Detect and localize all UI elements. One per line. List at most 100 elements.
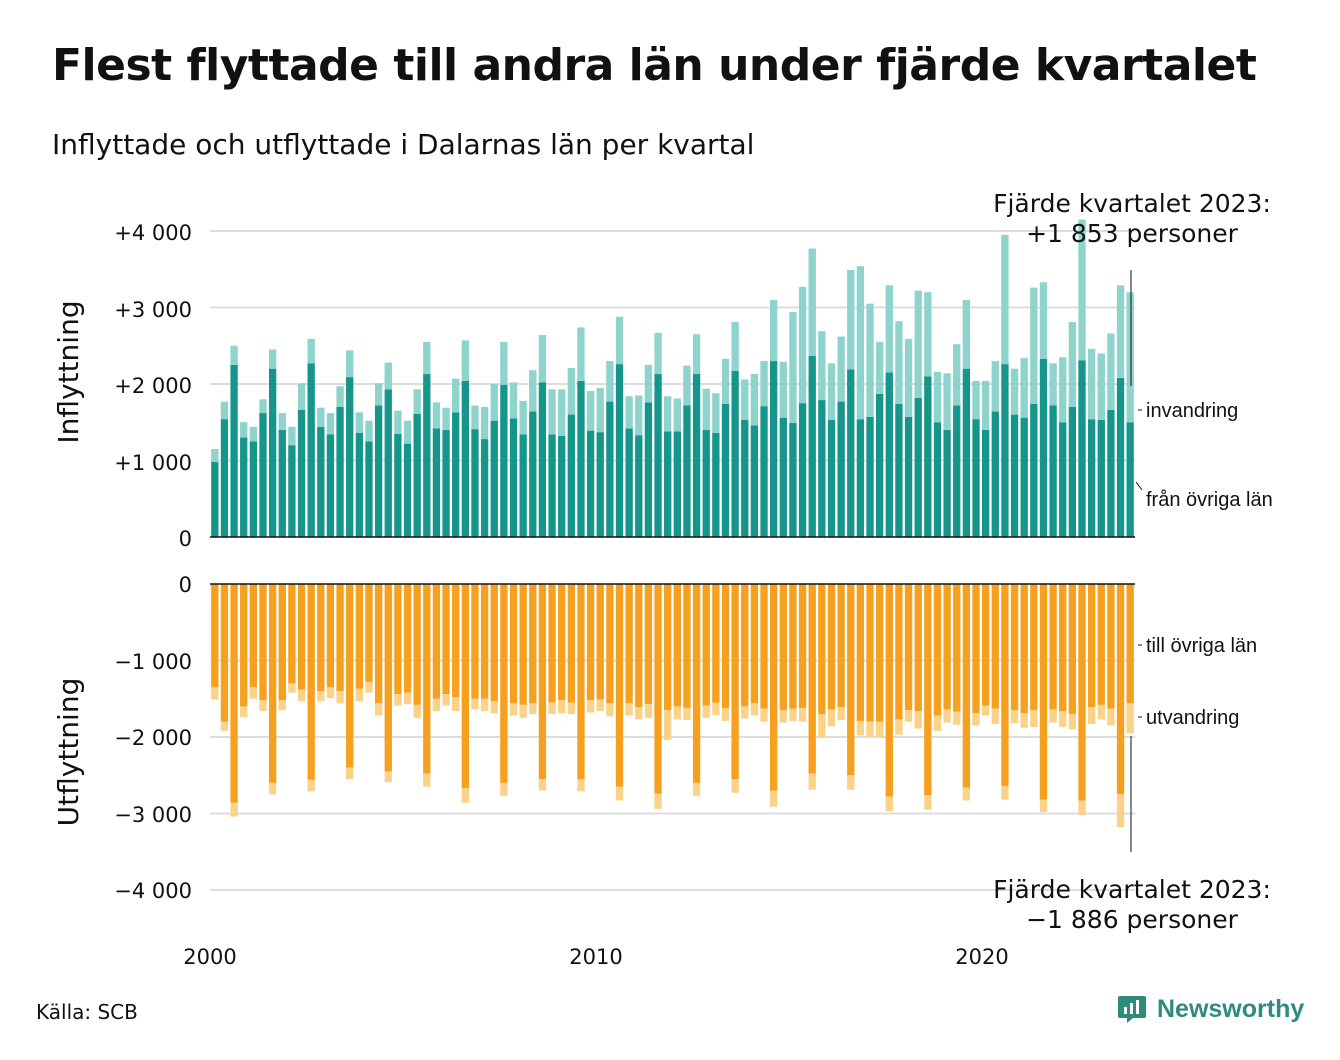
bar-till-ovriga-lan — [1039, 584, 1048, 800]
bar-till-ovriga-lan — [692, 584, 701, 783]
bar-fran-ovriga-lan — [480, 439, 489, 537]
bar-utvandring — [249, 687, 258, 699]
bar-fran-ovriga-lan — [924, 376, 932, 537]
bar-till-ovriga-lan — [480, 584, 489, 699]
bar-till-ovriga-lan — [461, 584, 469, 789]
bar-till-ovriga-lan — [326, 584, 335, 688]
bar-utvandring — [673, 706, 681, 720]
bar-utvandring — [702, 705, 710, 718]
bar-utvandring — [904, 710, 913, 722]
bar-invandring — [683, 365, 691, 406]
bar-utvandring — [895, 719, 903, 735]
bar-till-ovriga-lan — [673, 584, 681, 707]
bar-till-ovriga-lan — [211, 584, 219, 688]
bar-invandring — [259, 399, 267, 414]
bar-invandring — [798, 286, 807, 404]
bar-fran-ovriga-lan — [962, 368, 971, 537]
bar-fran-ovriga-lan — [953, 405, 961, 537]
bar-till-ovriga-lan — [876, 584, 884, 722]
bar-invandring — [307, 338, 315, 364]
bar-invandring — [664, 396, 672, 432]
bar-invandring — [1010, 368, 1019, 415]
bar-invandring — [731, 322, 739, 371]
bar-fran-ovriga-lan — [394, 433, 402, 537]
bar-utvandring — [268, 782, 277, 795]
bar-fran-ovriga-lan — [558, 436, 566, 537]
bar-invandring — [654, 332, 662, 375]
bar-utvandring — [1059, 710, 1067, 728]
bar-fran-ovriga-lan — [509, 418, 518, 537]
bar-till-ovriga-lan — [914, 584, 922, 711]
bar-utvandring — [933, 715, 942, 731]
bar-utvandring — [259, 700, 267, 711]
bar-fran-ovriga-lan — [230, 364, 238, 537]
bar-invandring — [808, 248, 816, 356]
bar-utvandring — [654, 793, 662, 809]
bar-utvandring — [1020, 713, 1028, 728]
bar-utvandring — [664, 710, 672, 741]
bar-invandring — [346, 350, 354, 378]
top-panel-grid — [210, 230, 1135, 462]
bar-invandring — [519, 400, 527, 435]
bar-utvandring — [240, 706, 248, 718]
bar-invandring — [895, 321, 903, 404]
bar-fran-ovriga-lan — [548, 434, 556, 537]
bar-till-ovriga-lan — [1107, 584, 1115, 709]
chart-subtitle: Inflyttade och utflyttade i Dalarnas län… — [52, 128, 755, 161]
bar-invandring — [278, 413, 286, 430]
bar-fran-ovriga-lan — [403, 443, 412, 537]
bar-fran-ovriga-lan — [981, 429, 990, 537]
bar-utvandring — [644, 704, 653, 718]
bar-invandring — [567, 367, 575, 415]
bar-till-ovriga-lan — [297, 584, 306, 690]
bottom-panel-grid — [210, 659, 1135, 891]
bar-utvandring — [394, 694, 402, 706]
bar-fran-ovriga-lan — [692, 374, 701, 537]
bar-fran-ovriga-lan — [914, 397, 922, 537]
bar-till-ovriga-lan — [1097, 584, 1105, 705]
bar-utvandring — [876, 721, 884, 737]
bar-fran-ovriga-lan — [596, 432, 604, 537]
outflow-bars — [211, 584, 1134, 828]
bar-utvandring — [866, 721, 874, 737]
bar-utvandring — [943, 709, 951, 723]
bar-till-ovriga-lan — [307, 584, 315, 780]
bar-invandring — [249, 426, 258, 442]
bar-invandring — [1097, 353, 1105, 420]
bar-invandring — [1039, 282, 1048, 359]
bar-invandring — [490, 384, 498, 421]
bar-till-ovriga-lan — [596, 584, 604, 700]
bar-invandring — [471, 405, 479, 430]
bar-utvandring — [1116, 794, 1125, 828]
bar-invandring — [750, 374, 759, 426]
bar-invandring — [885, 285, 893, 373]
top-y-tick-label: +3 000 — [114, 298, 192, 322]
bar-till-ovriga-lan — [346, 584, 354, 768]
bar-invandring — [423, 341, 431, 375]
bar-utvandring — [1126, 703, 1134, 734]
bar-utvandring — [827, 709, 836, 727]
bar-till-ovriga-lan — [500, 584, 508, 783]
bar-till-ovriga-lan — [471, 584, 479, 699]
series-label-tick — [1135, 481, 1143, 491]
bar-till-ovriga-lan — [856, 584, 865, 721]
bar-utvandring — [750, 703, 759, 716]
bar-utvandring — [538, 779, 547, 791]
bar-till-ovriga-lan — [981, 584, 990, 706]
bar-invandring — [615, 316, 624, 365]
bar-till-ovriga-lan — [837, 584, 845, 708]
bar-invandring — [991, 361, 999, 412]
bar-fran-ovriga-lan — [1068, 406, 1077, 537]
bar-invandring — [355, 412, 364, 433]
bar-till-ovriga-lan — [683, 584, 691, 708]
bar-utvandring — [808, 773, 816, 790]
bar-utvandring — [548, 702, 556, 715]
bar-invandring — [779, 361, 787, 418]
bar-till-ovriga-lan — [654, 584, 662, 794]
bar-invandring — [413, 389, 421, 414]
bar-utvandring — [712, 702, 720, 715]
annotation-bottom-line1: Fjärde kvartalet 2023: — [993, 875, 1271, 904]
bar-utvandring — [317, 691, 325, 702]
bar-invandring — [432, 402, 441, 429]
bar-fran-ovriga-lan — [452, 412, 460, 537]
